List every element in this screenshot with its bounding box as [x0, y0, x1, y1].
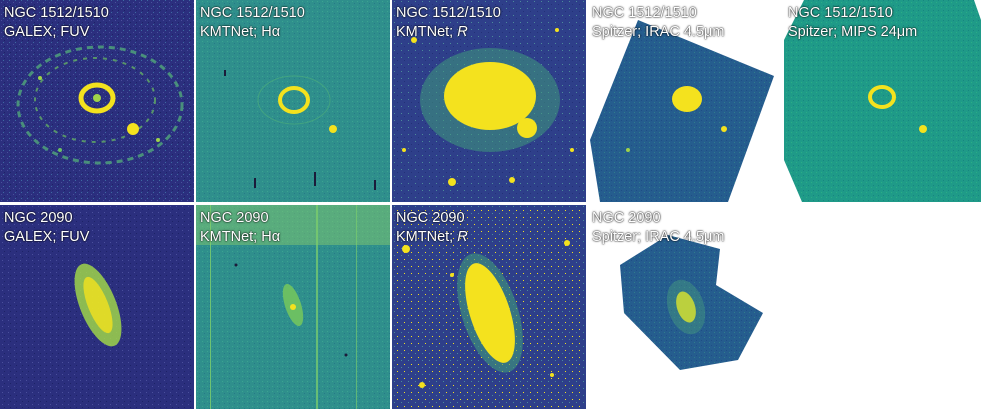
- galaxy-image-ngc1512-mips: [784, 0, 981, 202]
- galaxy-image-ngc1512-r: [392, 0, 586, 202]
- panel-ngc1512-spitzer-irac: NGC 1512/1510 Spitzer; IRAC 4.5μm: [588, 0, 782, 202]
- galaxy-image-ngc1512-irac: [588, 0, 782, 202]
- galaxy-image-ngc2090-irac: [588, 205, 782, 409]
- galaxy-image-ngc2090-fuv: [0, 205, 194, 409]
- panel-ngc2090-spitzer-irac: NGC 2090 Spitzer; IRAC 4.5μm: [588, 205, 782, 409]
- panel-ngc1512-kmtnet-r: NGC 1512/1510 KMTNet; R: [392, 0, 586, 202]
- panel-ngc1512-spitzer-mips: NGC 1512/1510 Spitzer; MIPS 24μm: [784, 0, 981, 202]
- galaxy-image-ngc1512-halpha: [196, 0, 390, 202]
- panel-ngc1512-galex-fuv: NGC 1512/1510 GALEX; FUV: [0, 0, 194, 202]
- panel-ngc1512-kmtnet-halpha: NGC 1512/1510 KMTNet; Hα: [196, 0, 390, 202]
- galaxy-image-ngc1512-fuv: [0, 0, 194, 202]
- panel-ngc2090-kmtnet-halpha: NGC 2090 KMTNet; Hα: [196, 205, 390, 409]
- panel-empty: [784, 205, 981, 409]
- galaxy-image-ngc2090-halpha: [196, 205, 390, 409]
- panel-ngc2090-galex-fuv: NGC 2090 GALEX; FUV: [0, 205, 194, 409]
- panel-ngc2090-kmtnet-r: NGC 2090 KMTNet; R: [392, 205, 586, 409]
- galaxy-image-ngc2090-r: [392, 205, 586, 409]
